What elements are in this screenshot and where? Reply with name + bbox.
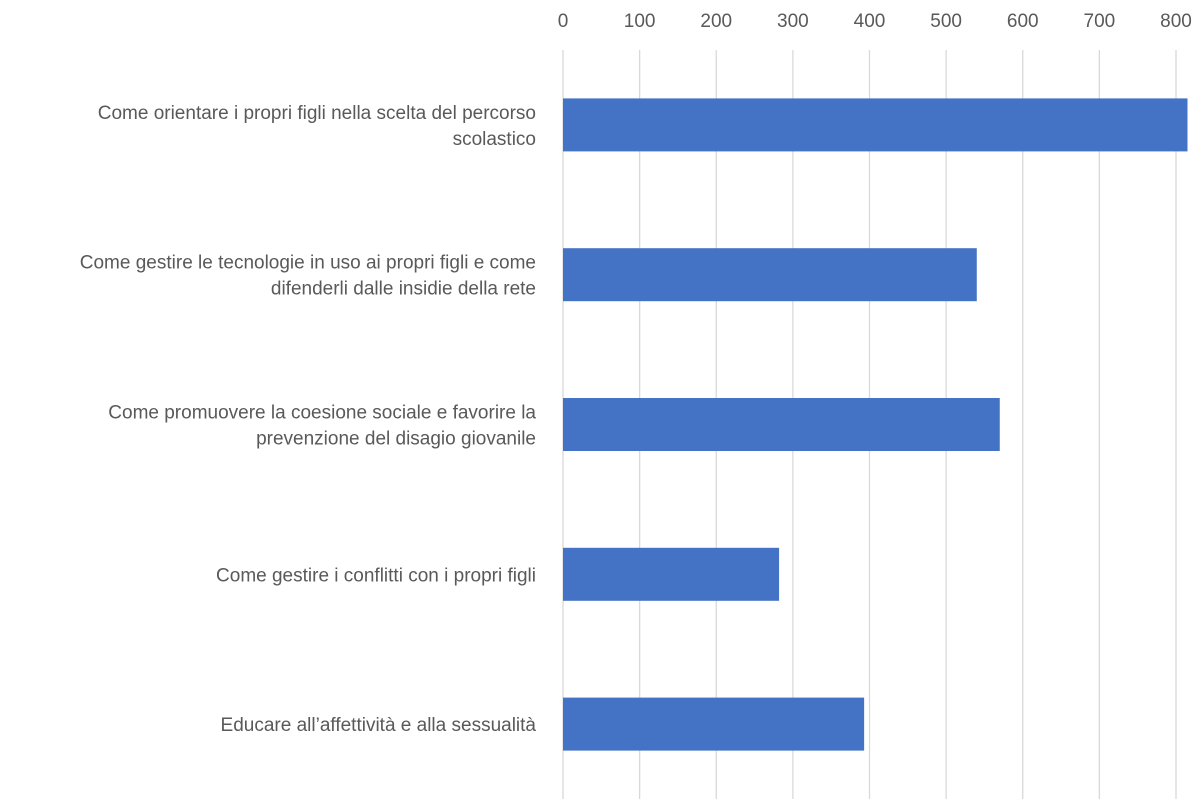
x-tick-label: 0 bbox=[558, 11, 569, 32]
x-tick-label: 500 bbox=[930, 11, 962, 32]
x-tick-label: 700 bbox=[1084, 11, 1116, 32]
x-tick-label: 300 bbox=[777, 11, 809, 32]
category-label-line: Come promuovere la coesione sociale e fa… bbox=[108, 403, 536, 424]
category-label: Come gestire le tecnologie in uso ai pro… bbox=[80, 253, 536, 300]
x-tick-label: 600 bbox=[1007, 11, 1039, 32]
bars bbox=[563, 98, 1188, 751]
category-label: Come orientare i propri figli nella scel… bbox=[98, 103, 536, 150]
category-label-line: Educare all’affettività e alla sessualit… bbox=[221, 715, 537, 736]
category-labels: Come orientare i propri figli nella scel… bbox=[80, 103, 537, 736]
category-label: Come promuovere la coesione sociale e fa… bbox=[108, 403, 536, 450]
bar bbox=[563, 398, 1000, 451]
category-label-line: difenderli dalle insidie della rete bbox=[271, 279, 536, 300]
category-label: Educare all’affettività e alla sessualit… bbox=[221, 715, 537, 736]
bar bbox=[563, 248, 977, 302]
x-tick-label: 200 bbox=[700, 11, 732, 32]
x-tick-label: 400 bbox=[854, 11, 886, 32]
category-label-line: scolastico bbox=[453, 129, 536, 150]
x-tick-label: 800 bbox=[1160, 11, 1192, 32]
x-axis-tick-labels: 0 100 200 300 400 500 600 700 800 bbox=[558, 11, 1192, 32]
bar bbox=[563, 547, 780, 601]
category-label-line: Come gestire i conflitti con i propri fi… bbox=[216, 565, 536, 586]
category-label: Come gestire i conflitti con i propri fi… bbox=[216, 565, 536, 586]
bar bbox=[563, 98, 1188, 152]
category-label-line: Come gestire le tecnologie in uso ai pro… bbox=[80, 253, 536, 274]
category-label-line: Come orientare i propri figli nella scel… bbox=[98, 103, 536, 124]
x-tick-label: 100 bbox=[624, 11, 656, 32]
category-label-line: prevenzione del disagio giovanile bbox=[256, 429, 536, 450]
bar bbox=[563, 697, 865, 751]
